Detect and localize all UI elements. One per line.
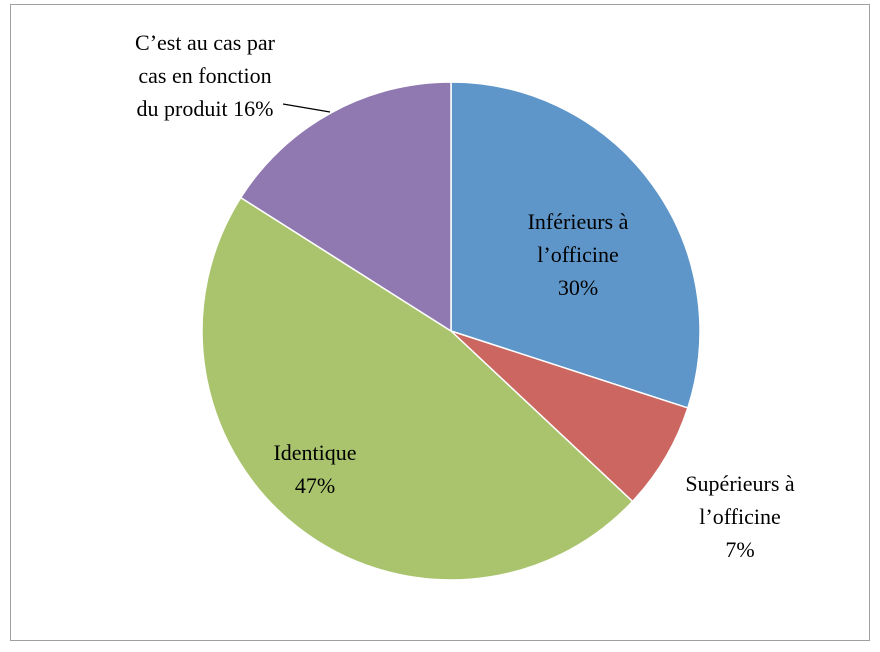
- value-label: 16%: [233, 96, 274, 121]
- value-label: 7%: [725, 537, 755, 562]
- pie-slice: [239, 81, 452, 333]
- pie-slice: [201, 196, 634, 581]
- category-label: C’est au cas par cas en fonction du prod…: [135, 30, 275, 121]
- value-label: 47%: [294, 473, 336, 498]
- leader-line: [282, 103, 331, 113]
- category-label: Identique: [273, 440, 357, 465]
- slice-label: C’est au cas par cas en fonction du prod…: [125, 26, 285, 125]
- pie-slice: [450, 81, 701, 409]
- category-label: Supérieurs à l’officine: [685, 471, 795, 529]
- pie-slice: [450, 330, 689, 503]
- slice-label: Inférieurs à l’officine 30%: [498, 205, 658, 304]
- value-label: 30%: [557, 275, 599, 300]
- slice-label: Supérieurs à l’officine 7%: [660, 467, 820, 566]
- category-label: Inférieurs à l’officine: [527, 209, 629, 267]
- pie: [201, 81, 701, 581]
- slice-label: Identique 47%: [235, 436, 395, 502]
